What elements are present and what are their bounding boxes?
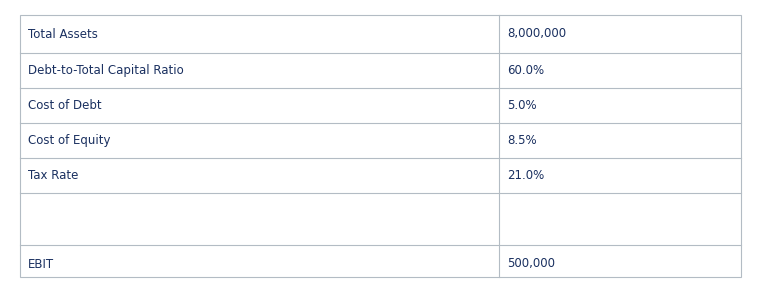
Text: Debt-to-Total Capital Ratio: Debt-to-Total Capital Ratio xyxy=(28,64,183,77)
Bar xyxy=(20,15,741,277)
Text: Tax Rate: Tax Rate xyxy=(28,169,78,182)
Text: 8.5%: 8.5% xyxy=(508,134,537,147)
Text: EBIT: EBIT xyxy=(28,258,54,270)
Text: 21.0%: 21.0% xyxy=(508,169,545,182)
Text: 60.0%: 60.0% xyxy=(508,64,545,77)
Text: Cost of Debt: Cost of Debt xyxy=(28,99,102,112)
Text: 5.0%: 5.0% xyxy=(508,99,537,112)
Text: 8,000,000: 8,000,000 xyxy=(508,27,567,41)
Text: Cost of Equity: Cost of Equity xyxy=(28,134,110,147)
Text: 500,000: 500,000 xyxy=(508,258,556,270)
Text: Total Assets: Total Assets xyxy=(28,27,98,41)
